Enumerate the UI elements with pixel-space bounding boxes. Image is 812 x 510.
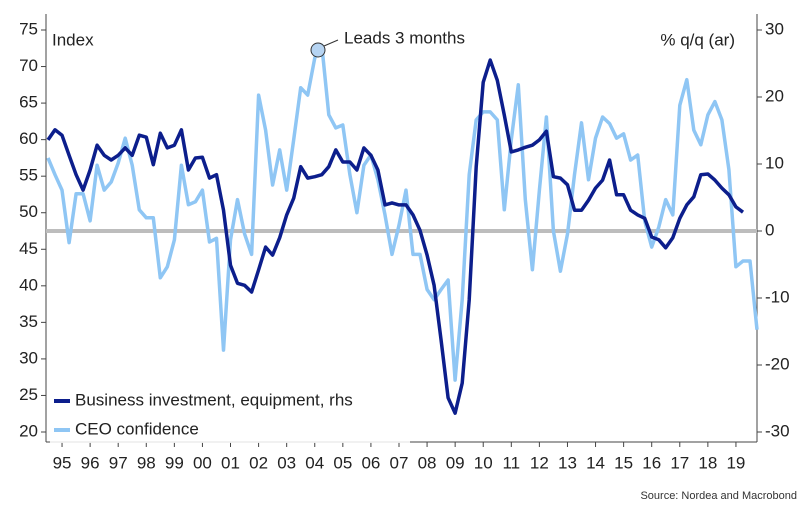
legend-label: Business investment, equipment, rhs [75,390,353,409]
x-tick-label: 16 [642,453,661,472]
legend-label: CEO confidence [75,419,199,438]
series-line [46,58,745,415]
y-tick-label: 55 [19,166,38,185]
annotation: Leads 3 months [344,28,465,47]
source: Source: Nordea and Macrobond [640,490,797,502]
x-tick-label: 02 [249,453,268,472]
y2-tick-label: 20 [765,86,784,105]
y2-tick-label: 0 [765,220,774,239]
x-tick-label: 04 [305,453,324,472]
y-tick-label: 75 [19,19,38,38]
annotation-marker [310,42,326,58]
y-tick-label: 20 [19,421,38,440]
x-tick-label: 10 [474,453,493,472]
x-tick-label: 03 [277,453,296,472]
x-tick-label: 99 [165,453,184,472]
x-tick-label: 09 [446,453,465,472]
x-tick-label: 95 [53,453,72,472]
x-tick-label: 07 [390,453,409,472]
x-tick-label: 12 [530,453,549,472]
y-tick-label: 70 [19,56,38,75]
y-tick-label: 40 [19,275,38,294]
y2-tick-label: 10 [765,153,784,172]
x-tick-label: 05 [333,453,352,472]
x-tick-label: 97 [109,453,128,472]
y-axis-label: Index [52,30,94,49]
y-tick-label: 25 [19,385,38,404]
y-tick-label: 45 [19,239,38,258]
x-tick-label: 18 [698,453,717,472]
y2-tick-label: -30 [765,421,790,440]
x-tick-label: 00 [193,453,212,472]
x-tick-label: 13 [558,453,577,472]
x-tick-label: 15 [614,453,633,472]
x-tick-label: 17 [670,453,689,472]
x-tick-label: 14 [586,453,605,472]
x-tick-label: 19 [726,453,745,472]
y-tick-label: 65 [19,93,38,112]
x-tick-label: 06 [361,453,380,472]
x-tick-label: 11 [502,453,520,472]
y2-tick-label: 30 [765,19,784,38]
y-tick-label: 60 [19,129,38,148]
annotation-leader [323,39,339,47]
y-tick-label: 50 [19,202,38,221]
y-tick-label: 30 [19,348,38,367]
x-tick-label: 01 [221,453,240,472]
x-tick-label: 98 [137,453,156,472]
y2-axis-label: % q/q (ar) [660,30,735,49]
series-line [46,43,759,382]
legend-bg [50,388,410,414]
x-tick-label: 96 [81,453,100,472]
legend-bg [50,417,410,443]
y-tick-label: 35 [19,312,38,331]
x-tick-label: 08 [418,453,437,472]
y2-tick-label: -10 [765,287,790,306]
y2-tick-label: -20 [765,354,790,373]
